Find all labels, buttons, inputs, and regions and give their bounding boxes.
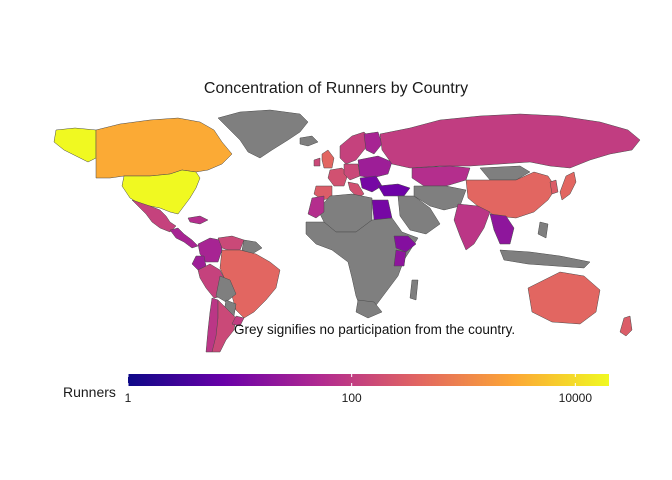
region-southeast-asia (489, 213, 515, 245)
region-central-america (169, 227, 199, 249)
region-new-zealand (619, 315, 633, 337)
region-sub-saharan-africa (305, 217, 419, 313)
region-australia (527, 271, 601, 325)
region-iberia (313, 185, 333, 201)
region-uruguay (231, 315, 245, 327)
legend-colorbar (128, 374, 609, 386)
region-canada (95, 117, 233, 179)
region-korea (549, 179, 559, 195)
region-kenya (393, 249, 407, 267)
region-madagascar (409, 279, 419, 301)
country-regions (53, 109, 641, 353)
region-caribbean (187, 215, 209, 225)
region-france-benelux (327, 167, 349, 187)
region-bolivia (215, 275, 237, 303)
map-caption: Grey signifies no participation from the… (234, 322, 516, 337)
region-guianas (241, 239, 263, 255)
region-greenland (217, 109, 309, 159)
region-ethiopia (393, 235, 417, 253)
region-eastern-europe (357, 155, 393, 179)
region-middle-east (397, 195, 441, 235)
region-indonesia (499, 249, 591, 269)
region-mongolia (479, 165, 531, 181)
region-alaska (53, 127, 97, 163)
region-south-africa (355, 299, 383, 319)
region-venezuela (217, 235, 245, 251)
region-russia (379, 113, 641, 169)
map-title: Concentration of Runners by Country (203, 80, 469, 97)
region-india (453, 203, 491, 251)
region-philippines (537, 221, 549, 239)
region-japan (559, 171, 577, 201)
region-scandinavia (339, 131, 373, 165)
region-balkans (359, 175, 383, 193)
region-turkey (377, 183, 411, 197)
legend-tick-label: 100 (341, 391, 362, 405)
region-uk (321, 149, 335, 169)
region-usa (121, 169, 201, 215)
region-finland (363, 131, 383, 155)
region-morocco (307, 195, 325, 219)
region-ireland (313, 157, 321, 167)
region-germany (343, 163, 361, 181)
region-kazakhstan (411, 165, 471, 187)
region-iran-central-asia (413, 185, 467, 211)
legend-title: Runners (63, 384, 116, 400)
legend-tick-label: 1 (124, 391, 132, 405)
region-iceland (299, 135, 319, 147)
region-egypt (371, 199, 393, 221)
region-argentina (211, 299, 237, 353)
legend-tick-label: 10000 (558, 391, 593, 405)
